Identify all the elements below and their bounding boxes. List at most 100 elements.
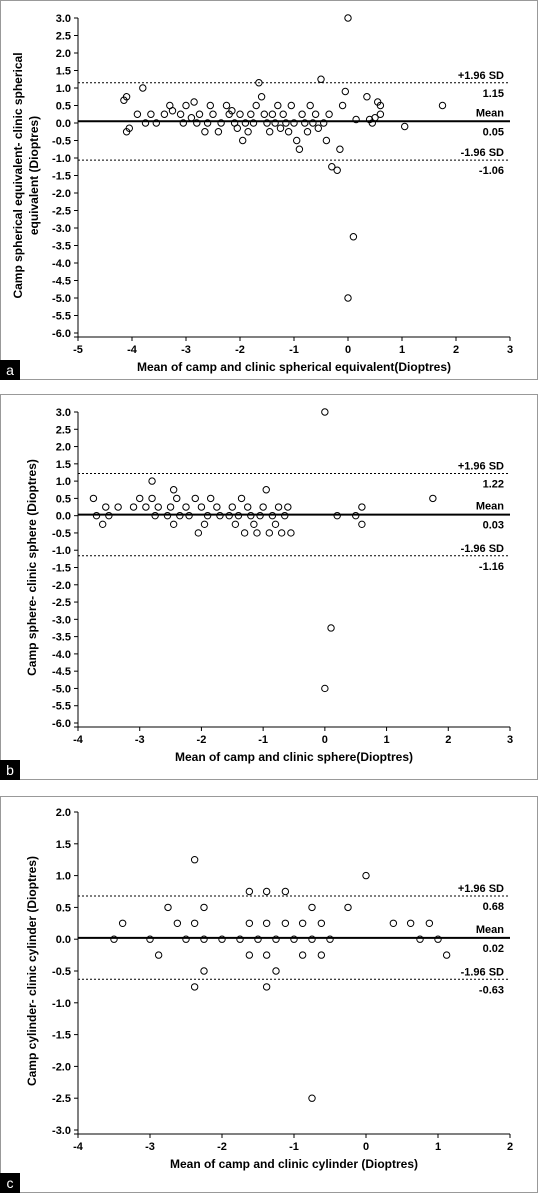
chart-b-data-point — [166, 503, 175, 511]
chart-a-data-point — [295, 145, 304, 153]
chart-b-y-tick-label: -5.5 — [52, 701, 71, 713]
chart-a-data-point — [328, 163, 336, 171]
chart-b-y-tick-label: 1.5 — [56, 459, 71, 471]
chart-b-data-point — [102, 503, 110, 511]
chart-b-data-point — [228, 503, 236, 511]
chart-c-data-point — [326, 935, 334, 943]
chart-a-data-point — [252, 101, 260, 110]
chart-a-data-point — [287, 101, 295, 110]
chart-c-x-tick-label: -3 — [145, 1141, 155, 1153]
chart-c-y-tick-label: -1.5 — [52, 1030, 71, 1042]
chart-a-y-tick-label: 1.5 — [56, 66, 71, 78]
chart-a-y-tick-label: 0.5 — [56, 101, 71, 113]
chart-c-x-tick-label: 1 — [435, 1141, 441, 1153]
chart-b-y-tick-label: -3.0 — [52, 614, 71, 626]
chart-a-data-point — [152, 119, 161, 127]
chart-c-data-point — [281, 887, 290, 896]
chart-b-data-point — [92, 511, 101, 520]
chart-a-y-tick-label: -1.5 — [52, 171, 71, 183]
chart-a-data-point — [247, 110, 255, 118]
chart-c-data-point — [262, 887, 271, 896]
chart-a-data-point — [306, 101, 314, 110]
chart-c-data-point — [442, 951, 451, 959]
chart-b-data-point — [321, 408, 329, 416]
chart-a-data-point — [168, 107, 177, 115]
chart-b-data-point — [148, 494, 156, 503]
chart-c-data-point — [200, 967, 208, 975]
chart-c-data-point — [406, 919, 415, 927]
chart-c-y-tick-label: -2.5 — [52, 1093, 71, 1105]
chart-a-data-point — [320, 119, 328, 127]
chart-b-y-tick-label: 2.5 — [56, 424, 71, 436]
chart-a-data-point — [268, 110, 277, 118]
chart-c-data-point — [416, 935, 424, 943]
chart-a-data-point — [244, 128, 252, 136]
chart-a-data-point — [276, 124, 285, 132]
chart-a-frame — [0, 0, 538, 380]
chart-c-data-point — [245, 919, 254, 927]
chart-b-data-point — [333, 511, 341, 520]
chart-a-mean-label: Mean — [476, 107, 504, 119]
chart-b-data-point — [287, 529, 295, 537]
chart-b-data-point — [89, 494, 98, 503]
chart-c-data-point — [272, 967, 280, 975]
chart-a-y-tick-label: -0.5 — [52, 136, 71, 148]
chart-c-data-point — [362, 871, 370, 880]
chart-c-data-point — [298, 919, 307, 927]
chart-a-lower-sd-label: -1.96 SD — [461, 147, 504, 159]
chart-a-x-tick-label: 0 — [345, 344, 351, 356]
chart-a-data-point — [206, 101, 215, 110]
chart-a-data-point — [233, 124, 242, 132]
chart-a-y-tick-label: -5.0 — [52, 293, 71, 305]
chart-a-data-point — [222, 101, 231, 110]
chart-a-data-point — [279, 110, 287, 118]
chart-a-data-point — [376, 110, 385, 118]
chart-c-data-point — [110, 935, 118, 943]
chart-b-data-point — [163, 511, 172, 520]
chart-b-data-point — [185, 511, 193, 520]
chart-b-frame — [0, 394, 538, 780]
chart-b-data-point — [114, 503, 122, 511]
chart-b-data-point — [268, 511, 277, 520]
chart-b-y-tick-label: -6.0 — [52, 718, 71, 730]
chart-a-x-tick-label: 1 — [399, 344, 405, 356]
chart-c-upper-sd-value: 0.68 — [483, 901, 504, 913]
chart-b-data-point — [358, 520, 366, 529]
chart-a-y-axis-label-2: equivalent (Dioptres) — [27, 116, 41, 235]
chart-a-data-point — [249, 119, 258, 127]
chart-a-y-tick-label: 1.0 — [56, 83, 71, 95]
chart-b-upper-sd-value: 1.22 — [483, 479, 504, 491]
chart-c-data-point — [281, 919, 290, 927]
chart-a-data-point — [298, 110, 306, 118]
chart-c-lower-sd-value: -0.63 — [479, 984, 504, 996]
chart-b-data-point — [244, 503, 252, 511]
chart-b-data-point — [327, 624, 335, 632]
chart-a-y-tick-label: 2.0 — [56, 48, 71, 60]
chart-b-data-point — [136, 494, 144, 503]
chart-a-y-tick-label: -3.5 — [52, 241, 71, 253]
chart-c-data-point — [262, 919, 271, 927]
chart-c-x-tick-label: 2 — [507, 1141, 513, 1153]
chart-b-data-point — [213, 503, 221, 511]
chart-b-data-point — [240, 529, 249, 537]
chart-a-data-point — [325, 110, 333, 118]
chart-b-data-point — [250, 520, 258, 529]
chart-c-data-point — [308, 1094, 316, 1102]
chart-a-data-point — [239, 136, 247, 145]
chart-c-data-point — [146, 935, 154, 943]
chart-a-data-point — [125, 124, 134, 132]
chart-a-data-point — [322, 136, 331, 145]
chart-b-y-tick-label: -4.0 — [52, 649, 71, 661]
chart-c-data-point — [317, 919, 326, 927]
chart-c-data-point — [317, 951, 326, 959]
chart-c-y-tick-label: -2.0 — [52, 1061, 71, 1073]
chart-a-y-tick-label: -6.0 — [52, 328, 71, 340]
chart-a-data-point — [271, 119, 279, 127]
chart-a-data-point — [193, 119, 201, 127]
chart-b-data-point — [148, 477, 156, 485]
chart-c-data-point — [254, 935, 262, 943]
chart-b-y-tick-label: -3.5 — [52, 632, 71, 644]
chart-c-upper-sd-label: +1.96 SD — [458, 883, 504, 895]
chart-c-y-tick-label: -0.5 — [52, 966, 71, 978]
chart-b-data-point — [321, 684, 329, 693]
